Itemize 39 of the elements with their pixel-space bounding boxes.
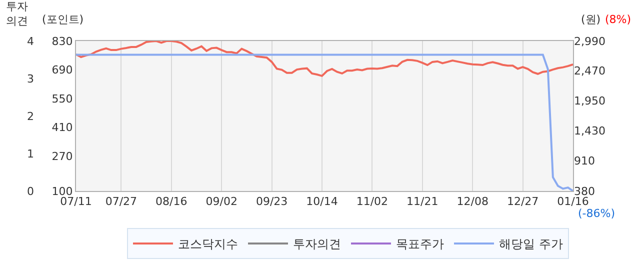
y-axis-title: (포인트)	[42, 13, 84, 26]
y3-tick-label: 4	[27, 34, 34, 48]
line-series	[76, 54, 573, 191]
y-tick-label: 550	[52, 92, 73, 106]
y-tick-label: 830	[52, 34, 73, 48]
x-tick-label: 10/14	[306, 195, 338, 208]
y2-tick-label: 2,470	[574, 64, 606, 78]
x-tick-label: 01/16	[557, 195, 589, 208]
text: (-86%)	[578, 207, 616, 220]
x-tick-label: 09/23	[256, 195, 288, 208]
x-tick-label: 11/02	[356, 195, 388, 208]
y-tick-label: 270	[52, 150, 73, 163]
legend-label: 해당일 주가	[499, 237, 563, 252]
legend-label: 투자의견	[293, 237, 341, 252]
x-tick-label: 08/16	[156, 195, 188, 208]
y2-tick-label: 910	[574, 154, 595, 168]
y2-axis-title: (원)	[581, 13, 601, 26]
y3-tick-label: 2	[27, 110, 34, 123]
text: (8%)	[605, 13, 632, 26]
y-tick-label: 690	[52, 64, 73, 77]
x-tick-label: 07/11	[60, 195, 92, 208]
x-tick-label: 12/27	[506, 195, 539, 208]
y3-tick-label: 0	[27, 184, 34, 198]
x-tick-label: 09/02	[206, 195, 238, 208]
legend-label: 코스닥지수	[178, 237, 238, 252]
y2-tick-label: 2,990	[574, 34, 606, 48]
y3-tick-label: 1	[27, 147, 34, 160]
y3-axis-title: 투자의견	[6, 0, 28, 28]
line-series	[76, 41, 573, 77]
y3-tick-label: 3	[27, 72, 34, 86]
y2-tick-label: 1,950	[574, 94, 606, 108]
x-tick-label: 11/21	[406, 195, 438, 208]
y2-tick-label: 1,430	[574, 124, 606, 138]
legend-label: 목표주가	[396, 237, 444, 252]
x-tick-label: 07/27	[105, 195, 138, 208]
y-tick-label: 410	[52, 121, 73, 134]
x-tick-label: 12/08	[456, 195, 488, 208]
y-tick-label: 100	[52, 184, 73, 198]
y2-tick-label: 380	[574, 184, 595, 198]
